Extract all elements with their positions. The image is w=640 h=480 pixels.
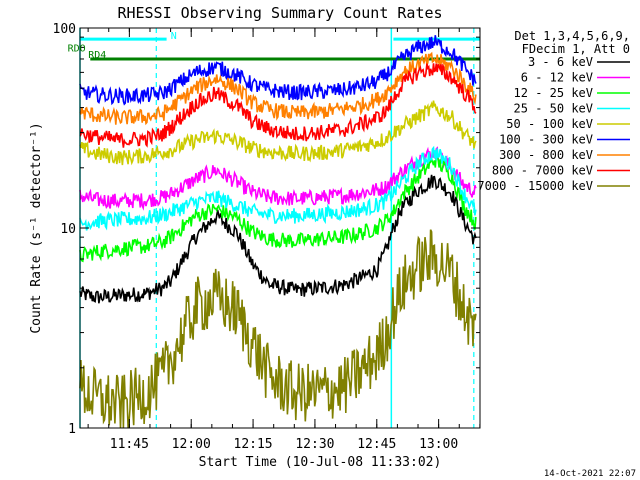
series-line <box>79 154 477 263</box>
legend-entry: 100 - 300 keV <box>499 133 593 147</box>
x-tick-label: 12:15 <box>234 437 273 452</box>
series-line <box>79 229 477 429</box>
legend-entry: 3 - 6 keV <box>528 55 593 69</box>
series-line <box>79 63 477 148</box>
series-line <box>79 145 477 231</box>
x-axis-label: Start Time (10-Jul-08 11:33:02) <box>199 455 442 470</box>
x-tick-label: 11:45 <box>110 437 149 452</box>
legend-entry: 25 - 50 keV <box>514 102 593 116</box>
x-tick-label: 12:30 <box>295 437 334 452</box>
y-tick-label: 1 <box>68 422 76 437</box>
series-line <box>79 51 477 126</box>
series-line <box>79 100 477 166</box>
footer-date: 14-Oct-2021 22:07 <box>544 469 636 479</box>
legend-entry: 800 - 7000 keV <box>492 164 593 178</box>
y-axis-label: Count Rate (s⁻¹ detector⁻¹) <box>29 122 44 333</box>
legend-header: FDecim 1, Att 0 <box>522 42 630 56</box>
annotation-label: RDO <box>68 43 86 54</box>
chart-title: RHESSI Observing Summary Count Rates <box>117 4 442 22</box>
series-line <box>79 35 477 106</box>
y-tick-label: 100 <box>53 22 76 37</box>
series-line <box>79 174 477 304</box>
x-tick-label: 13:00 <box>419 437 458 452</box>
annotation-label: RD4 <box>88 50 106 61</box>
y-tick-label: 10 <box>60 222 76 237</box>
annotation-label: N <box>171 31 177 42</box>
legend-entry: 6 - 12 keV <box>521 71 593 85</box>
legend-entry: 300 - 800 keV <box>499 148 593 162</box>
x-tick-label: 12:45 <box>357 437 396 452</box>
legend-header: Det 1,3,4,5,6,9, <box>514 29 630 43</box>
legend-entry: 50 - 100 keV <box>506 117 593 131</box>
legend-entry: 7000 - 15000 keV <box>477 179 593 193</box>
x-tick-label: 12:00 <box>172 437 211 452</box>
legend-entry: 12 - 25 keV <box>514 86 593 100</box>
